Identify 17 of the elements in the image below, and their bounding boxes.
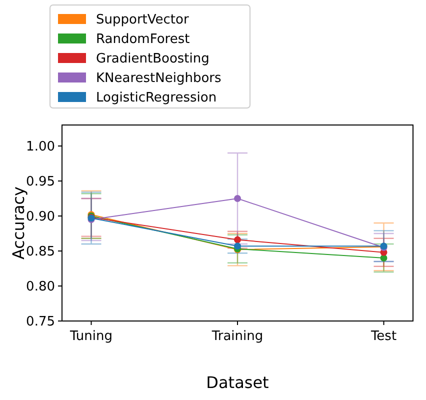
y-axis-title: Accuracy [9,186,28,260]
legend-label: SupportVector [96,12,190,28]
legend-label: GradientBoosting [96,52,210,67]
x-axis-title: Dataset [206,373,269,392]
x-tick-label: Tuning [68,329,113,344]
y-tick-label: 0.85 [26,244,55,260]
y-tick-label: 1.00 [26,140,55,155]
x-tick-label: Training [210,329,264,344]
point [234,195,241,202]
y-tick-label: 0.95 [26,174,55,190]
legend-label: KNearestNeighbors [96,71,222,86]
y-tick-label: 0.80 [26,280,55,295]
y-tick-label: 0.75 [26,314,55,330]
legend-label: RandomForest [96,32,190,48]
x-tick-label: Test [370,329,397,344]
legend-label: LogisticRegression [96,90,217,106]
y-tick-label: 0.90 [26,210,55,225]
